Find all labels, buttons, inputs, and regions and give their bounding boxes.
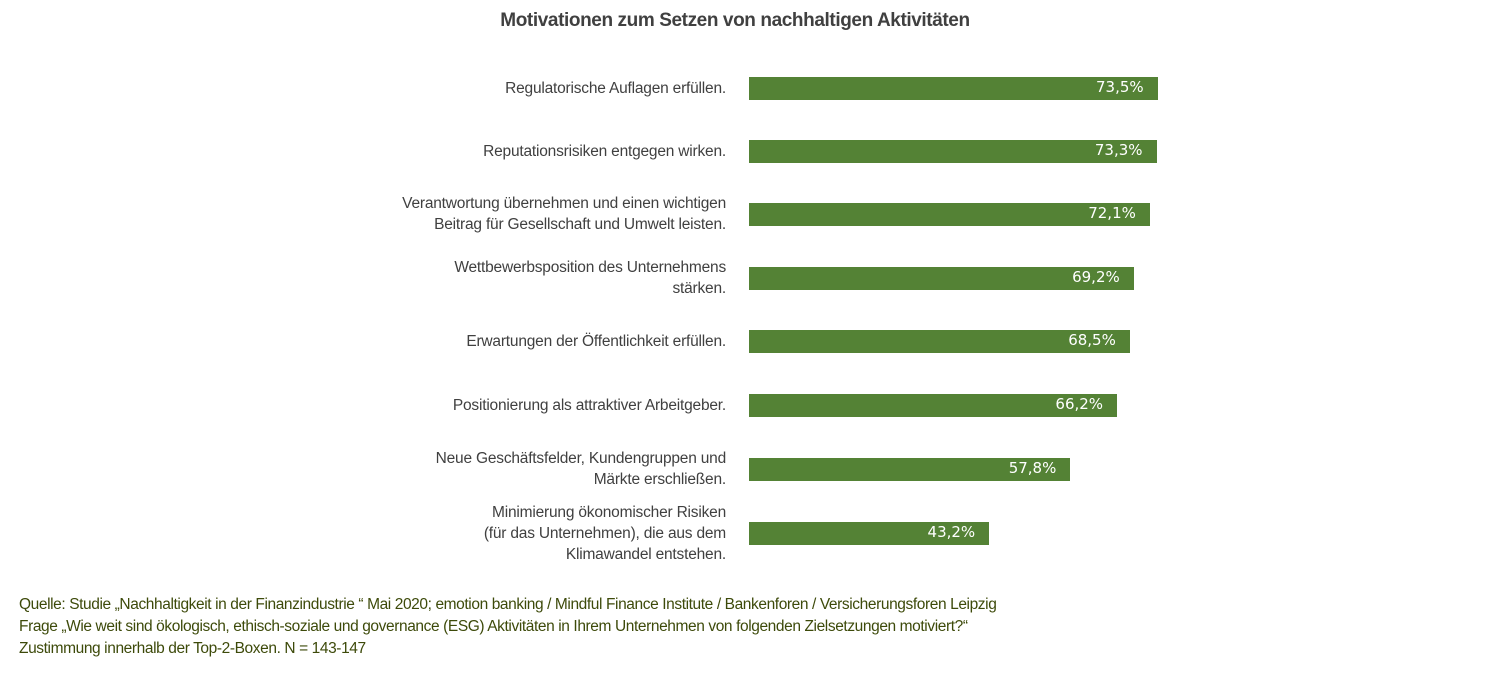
- data-label: 73,3%: [1094, 141, 1143, 159]
- category-label: Regulatorische Auflagen erfüllen.: [505, 79, 726, 97]
- bar: 43,2%: [749, 522, 990, 545]
- bar: 66,2%: [749, 394, 1118, 417]
- category-label: Reputationsrisiken entgegen wirken.: [483, 142, 726, 160]
- category-label: Minimierung ökonomischer Risiken (für da…: [483, 503, 726, 563]
- footnote-question: Frage „Wie weit sind ökologisch, ethisch…: [19, 618, 968, 635]
- data-label: 68,5%: [1068, 331, 1116, 349]
- data-label: 66,2%: [1055, 395, 1104, 413]
- bar: 57,8%: [749, 458, 1071, 481]
- chart-title: Motivationen zum Setzen von nachhaltigen…: [500, 10, 970, 31]
- bar: 72,1%: [749, 203, 1150, 226]
- footnote: Quelle: Studie „Nachhaltigkeit in der Fi…: [19, 594, 997, 660]
- category-label: Wettbewerbsposition des Unternehmens stä…: [454, 259, 726, 297]
- category-label: Verantwortung übernehmen und einen wicht…: [402, 195, 726, 233]
- category-label: Erwartungen der Öffentlichkeit erfüllen.: [466, 332, 726, 350]
- footnote-sample: Zustimmung innerhalb der Top-2-Boxen. N …: [19, 640, 366, 657]
- data-label: 57,8%: [1008, 459, 1057, 477]
- bar: 73,3%: [749, 140, 1157, 163]
- bar: 69,2%: [749, 267, 1134, 290]
- data-label: 73,5%: [1096, 78, 1144, 96]
- data-label: 69,2%: [1072, 268, 1120, 286]
- footnote-source: Quelle: Studie „Nachhaltigkeit in der Fi…: [19, 596, 997, 613]
- data-label: 72,1%: [1088, 204, 1136, 222]
- category-label: Neue Geschäftsfelder, Kundengruppen und …: [435, 450, 727, 488]
- data-label: 43,2%: [927, 523, 976, 541]
- category-label: Positionierung als attraktiver Arbeitgeb…: [452, 396, 726, 414]
- bar: 68,5%: [749, 330, 1130, 353]
- bar: 73,5%: [749, 77, 1158, 100]
